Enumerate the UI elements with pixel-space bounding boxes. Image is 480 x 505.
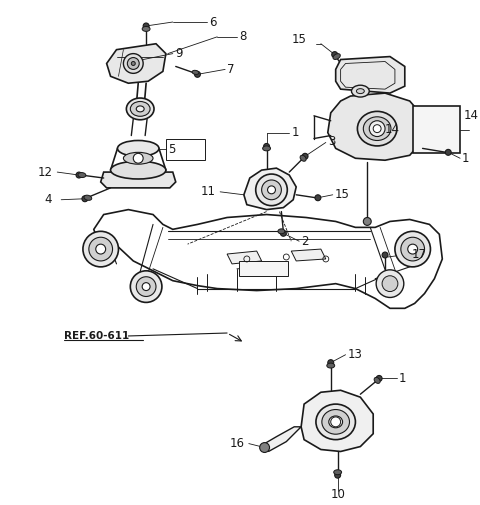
Text: 16: 16 xyxy=(230,437,245,450)
Circle shape xyxy=(376,270,404,297)
Circle shape xyxy=(133,154,143,163)
Circle shape xyxy=(382,252,388,258)
Ellipse shape xyxy=(322,410,349,434)
Text: 5: 5 xyxy=(168,143,175,156)
Circle shape xyxy=(83,231,119,267)
Bar xyxy=(413,106,460,154)
Text: REF.60-611: REF.60-611 xyxy=(64,331,130,341)
Text: 8: 8 xyxy=(239,30,246,43)
Ellipse shape xyxy=(142,26,150,31)
Text: 14: 14 xyxy=(385,123,400,136)
Circle shape xyxy=(89,237,112,261)
Ellipse shape xyxy=(192,70,199,74)
Circle shape xyxy=(331,417,341,427)
Circle shape xyxy=(382,276,398,291)
Ellipse shape xyxy=(316,404,355,440)
Circle shape xyxy=(376,375,382,381)
Circle shape xyxy=(373,125,381,133)
Text: 9: 9 xyxy=(175,47,182,60)
Ellipse shape xyxy=(357,89,364,93)
Circle shape xyxy=(328,360,334,366)
Ellipse shape xyxy=(278,229,285,234)
Text: 1: 1 xyxy=(291,126,299,139)
Circle shape xyxy=(332,52,337,58)
Circle shape xyxy=(142,283,150,290)
Circle shape xyxy=(408,244,418,254)
Ellipse shape xyxy=(363,117,391,140)
Polygon shape xyxy=(336,57,405,93)
Circle shape xyxy=(131,271,162,302)
Ellipse shape xyxy=(131,102,150,116)
Polygon shape xyxy=(264,427,301,451)
Text: 15: 15 xyxy=(335,188,349,201)
Circle shape xyxy=(315,195,321,200)
Circle shape xyxy=(395,231,431,267)
Polygon shape xyxy=(328,93,422,160)
Ellipse shape xyxy=(123,153,153,164)
Text: 1: 1 xyxy=(399,372,407,385)
Ellipse shape xyxy=(333,54,340,60)
Circle shape xyxy=(401,237,424,261)
Bar xyxy=(239,261,288,276)
Text: 1: 1 xyxy=(462,152,469,165)
Circle shape xyxy=(123,54,143,73)
Circle shape xyxy=(302,154,308,159)
Ellipse shape xyxy=(118,140,159,156)
Polygon shape xyxy=(291,249,326,261)
Polygon shape xyxy=(107,44,166,83)
Ellipse shape xyxy=(358,112,397,146)
Circle shape xyxy=(445,149,451,156)
Circle shape xyxy=(267,186,276,194)
Circle shape xyxy=(82,196,88,201)
Circle shape xyxy=(256,174,288,206)
Bar xyxy=(166,138,205,160)
Text: 11: 11 xyxy=(201,185,216,198)
Circle shape xyxy=(335,472,341,478)
Ellipse shape xyxy=(84,195,92,200)
Polygon shape xyxy=(101,172,176,188)
Ellipse shape xyxy=(329,416,343,428)
Text: 6: 6 xyxy=(209,16,217,28)
Circle shape xyxy=(136,277,156,296)
Circle shape xyxy=(96,244,106,254)
Ellipse shape xyxy=(78,173,86,178)
Circle shape xyxy=(127,58,139,69)
Polygon shape xyxy=(227,251,262,264)
Circle shape xyxy=(194,71,201,77)
Circle shape xyxy=(262,180,281,199)
Ellipse shape xyxy=(110,161,166,179)
Text: 2: 2 xyxy=(301,235,309,247)
Text: 7: 7 xyxy=(227,63,235,76)
Circle shape xyxy=(76,172,82,178)
Ellipse shape xyxy=(263,146,271,151)
Ellipse shape xyxy=(351,85,369,97)
Polygon shape xyxy=(301,390,373,451)
Text: 14: 14 xyxy=(464,109,479,122)
Text: 17: 17 xyxy=(412,247,427,261)
Circle shape xyxy=(132,62,135,66)
Text: 10: 10 xyxy=(330,488,345,501)
Text: 15: 15 xyxy=(291,33,306,46)
Ellipse shape xyxy=(126,98,154,120)
Ellipse shape xyxy=(300,155,306,161)
Circle shape xyxy=(260,442,270,452)
Circle shape xyxy=(264,143,270,149)
Circle shape xyxy=(280,230,286,236)
Ellipse shape xyxy=(327,363,335,368)
Text: 12: 12 xyxy=(37,166,52,179)
Ellipse shape xyxy=(374,377,380,383)
Circle shape xyxy=(369,121,385,136)
Ellipse shape xyxy=(136,106,144,112)
Circle shape xyxy=(363,218,371,225)
Text: 3: 3 xyxy=(328,135,335,148)
Text: 13: 13 xyxy=(348,348,362,361)
Ellipse shape xyxy=(334,470,342,475)
Circle shape xyxy=(143,23,149,29)
Polygon shape xyxy=(244,168,296,210)
Text: 4: 4 xyxy=(45,193,52,206)
